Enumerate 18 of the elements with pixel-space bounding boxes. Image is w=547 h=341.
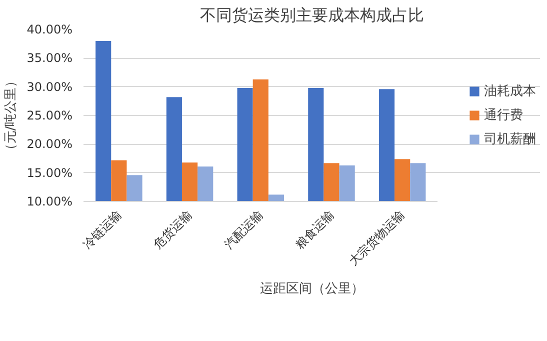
y-axis-title: （元/吨公里） [4,74,19,157]
x-tick-label: 大宗货物运输 [346,208,408,268]
x-axis-title: 运距区间（公里） [260,281,364,296]
legend-label: 通行费 [484,107,523,124]
x-tick-label: 危货运输 [150,208,195,252]
legend-label: 司机薪酬 [484,131,536,148]
y-tick-label: 15.00% [26,166,73,180]
legend-label: 油耗成本 [484,83,536,100]
y-tick-label: 30.00% [26,80,73,94]
x-tick-label: 粮食运输 [292,208,336,252]
y-tick-label: 10.00% [26,194,73,208]
y-tick-label: 20.00% [26,137,73,152]
x-tick-label: 冷链运输 [80,208,124,252]
y-tick-label: 40.00% [26,22,73,36]
y-tick-label: 25.00% [26,108,73,122]
y-tick-label: 35.00% [26,51,73,66]
chart-title: 不同货运类别主要成本构成占比 [200,6,424,24]
x-tick-label: 汽配运输 [222,208,266,252]
